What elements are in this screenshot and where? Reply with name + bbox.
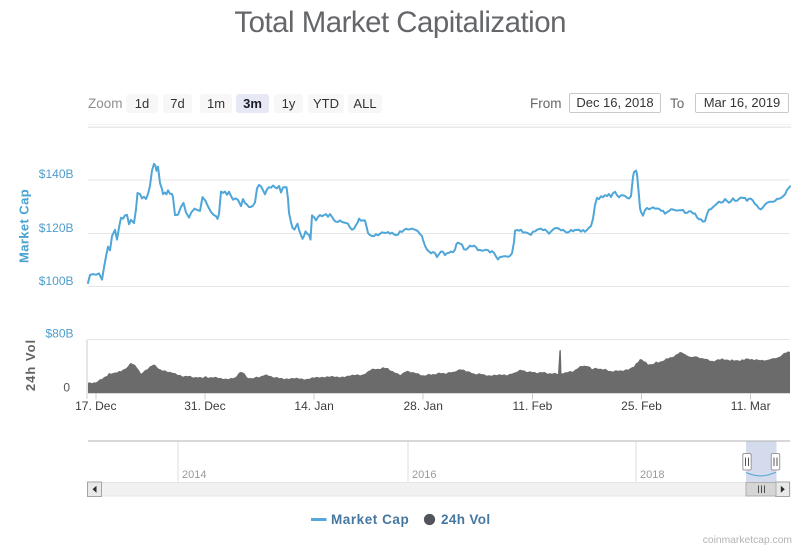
svg-text:28. Jan: 28. Jan — [404, 399, 443, 413]
svg-text:2016: 2016 — [412, 469, 436, 481]
svg-text:11. Feb: 11. Feb — [512, 399, 552, 413]
svg-text:25. Feb: 25. Feb — [621, 399, 662, 413]
svg-text:$100B: $100B — [39, 274, 74, 288]
svg-text:2014: 2014 — [182, 469, 206, 481]
svg-text:17. Dec: 17. Dec — [75, 399, 116, 413]
svg-text:$80B: $80B — [45, 327, 73, 341]
svg-text:31. Dec: 31. Dec — [184, 399, 225, 413]
svg-text:$140B: $140B — [39, 167, 74, 181]
svg-text:2018: 2018 — [640, 469, 664, 481]
svg-text:14. Jan: 14. Jan — [294, 399, 333, 413]
svg-text:0: 0 — [63, 381, 70, 395]
svg-text:24h Vol: 24h Vol — [23, 339, 38, 391]
svg-text:Market Cap: Market Cap — [17, 189, 32, 263]
svg-text:11. Mar: 11. Mar — [731, 399, 771, 413]
svg-text:$120B: $120B — [39, 221, 74, 235]
